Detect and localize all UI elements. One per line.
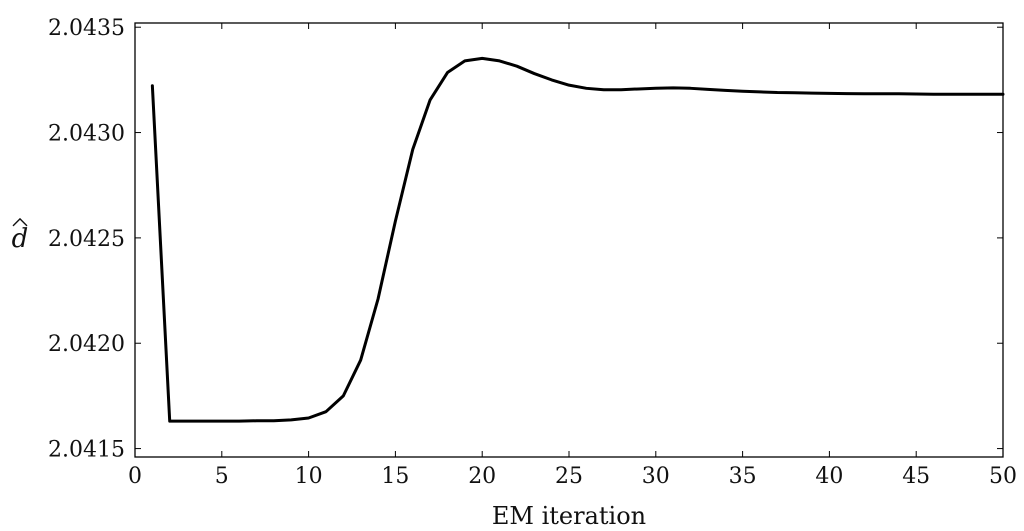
x-tick-label: 30 (642, 464, 670, 489)
x-tick-label: 20 (468, 464, 496, 489)
x-tick-label: 0 (128, 464, 142, 489)
series-line (150, 56, 1005, 423)
y-tick-label: 2.0425 (48, 227, 125, 252)
tick-labels: 0 5 10 15 20 25 30 35 40 45 50 2.0415 2.0420 2.0425 2.… (48, 16, 1017, 489)
y-axis-label-group: d (12, 217, 29, 254)
y-axis-label: d (12, 224, 29, 254)
x-tick-label: 15 (381, 464, 409, 489)
x-tick-label: 5 (215, 464, 229, 489)
y-tick-label: 2.0420 (48, 332, 125, 357)
x-axis-label: EM iteration (492, 502, 646, 530)
x-tick-label: 35 (729, 464, 757, 489)
x-tick-label: 40 (815, 464, 843, 489)
axis-ticks (134, 23, 1004, 457)
chart-marks (150, 56, 1005, 423)
x-tick-label: 45 (902, 464, 930, 489)
x-tick-label: 50 (989, 464, 1017, 489)
x-tick-label: 10 (295, 464, 323, 489)
y-tick-label: 2.0435 (48, 16, 125, 41)
plot-frame (134, 22, 1004, 458)
y-tick-label: 2.0415 (48, 438, 125, 463)
x-tick-label: 25 (555, 464, 583, 489)
y-tick-label: 2.0430 (48, 122, 125, 147)
y-axis-label-hat (12, 217, 28, 227)
